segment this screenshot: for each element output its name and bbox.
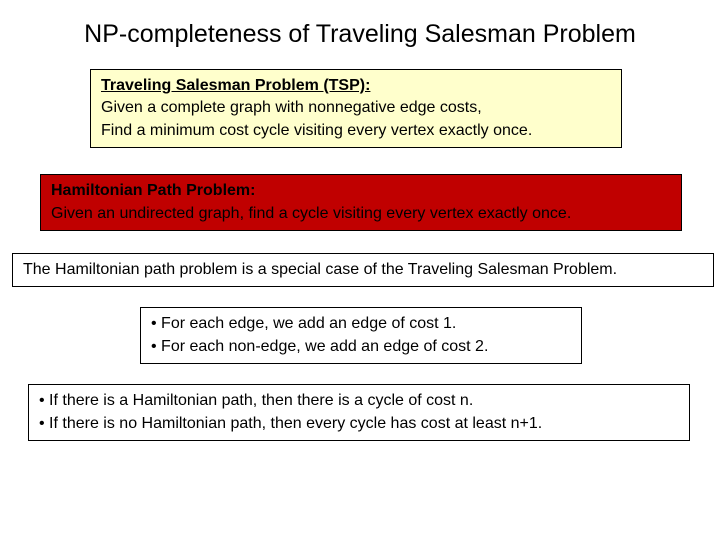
reduction-bullet-1: • For each edge, we add an edge of cost … [151, 313, 571, 335]
hamiltonian-heading: Hamiltonian Path Problem: [51, 182, 255, 199]
consequence-bullet-2: • If there is no Hamiltonian path, then … [39, 413, 679, 435]
tsp-definition-box: Traveling Salesman Problem (TSP): Given … [90, 69, 622, 148]
hamiltonian-definition-box: Hamiltonian Path Problem: Given an undir… [40, 174, 682, 231]
consequence-box: • If there is a Hamiltonian path, then t… [28, 384, 690, 441]
reduction-box: • For each edge, we add an edge of cost … [140, 307, 582, 364]
tsp-line2: Find a minimum cost cycle visiting every… [101, 120, 611, 142]
relation-text: The Hamiltonian path problem is a specia… [23, 259, 703, 281]
consequence-bullet-1: • If there is a Hamiltonian path, then t… [39, 390, 679, 412]
relation-box: The Hamiltonian path problem is a specia… [12, 253, 714, 287]
slide-container: NP-completeness of Traveling Salesman Pr… [0, 0, 720, 441]
tsp-heading: Traveling Salesman Problem (TSP): [101, 77, 370, 94]
tsp-line1: Given a complete graph with nonnegative … [101, 97, 611, 119]
hamiltonian-body: Given an undirected graph, find a cycle … [51, 203, 671, 225]
slide-title: NP-completeness of Traveling Salesman Pr… [20, 20, 700, 49]
reduction-bullet-2: • For each non-edge, we add an edge of c… [151, 336, 571, 358]
